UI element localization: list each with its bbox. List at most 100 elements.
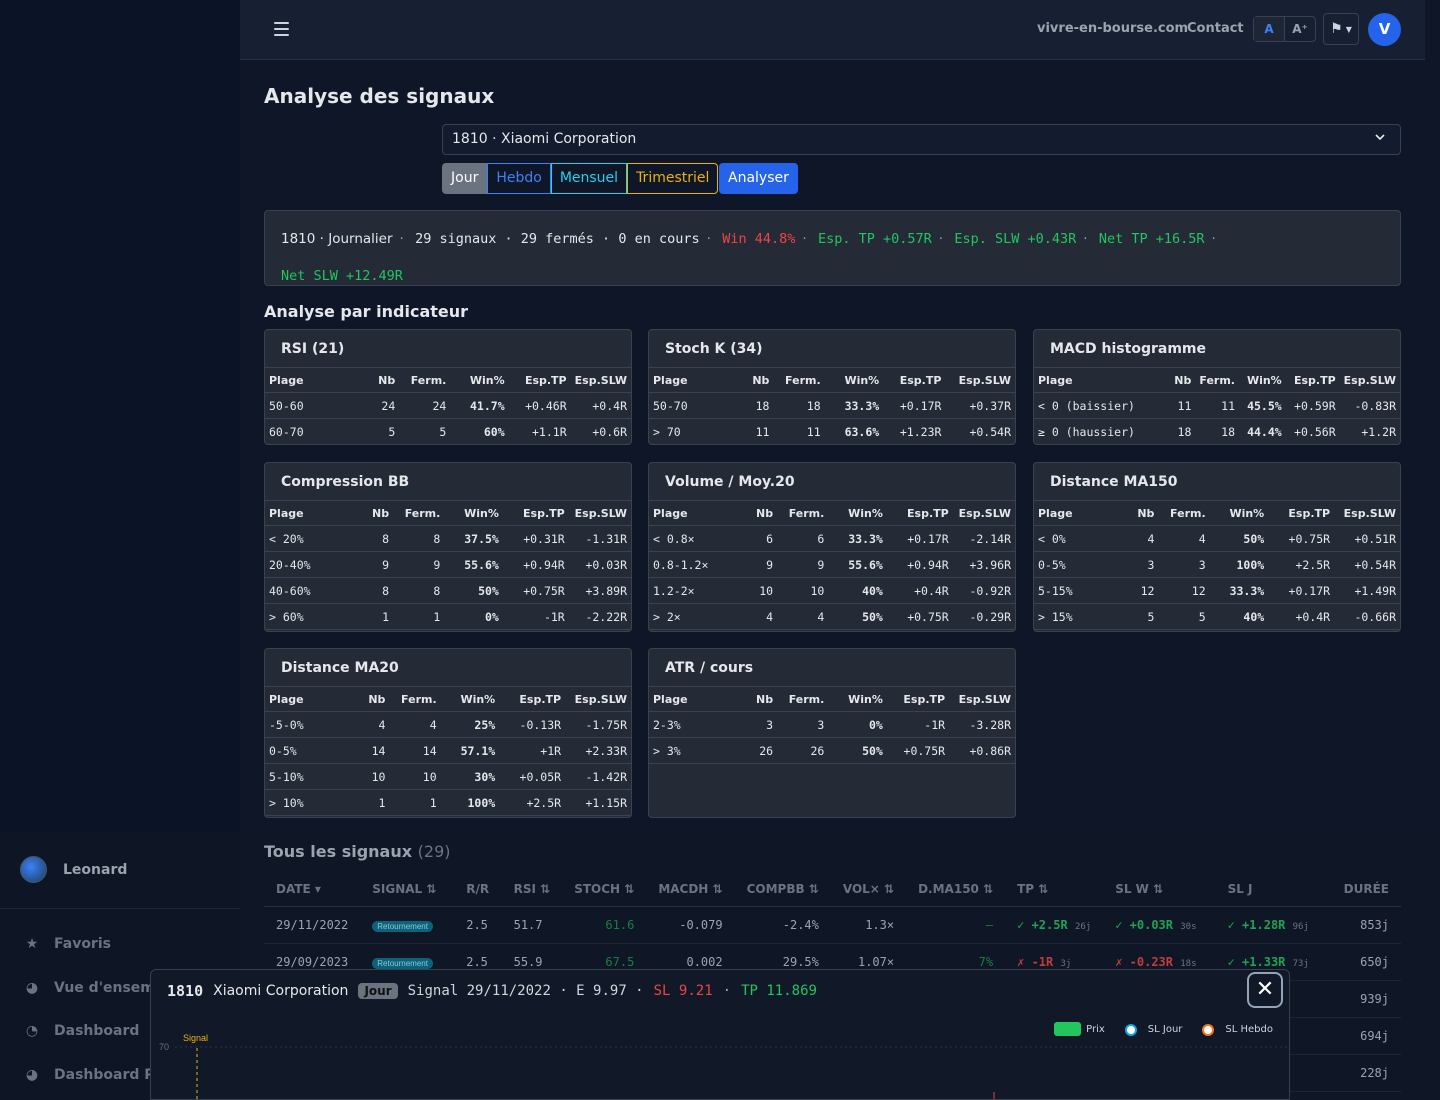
column-header[interactable]: R/R — [454, 872, 502, 907]
indicator-table: Plage Nb Ferm. Win% Esp.TP Esp.SLW < 0 (baiss… — [1034, 367, 1400, 444]
column-header: Esp.TP — [1268, 500, 1335, 526]
column-header[interactable]: D.MA150 ⇅ — [906, 872, 1006, 907]
site-link[interactable]: vivre-en-bourse.com — [1037, 21, 1189, 36]
cell-ferm: 5 — [1158, 603, 1210, 630]
cell-esp-slw: +3.96R — [952, 551, 1015, 578]
indicator-card: Stoch K (34) Plage Nb Ferm. Win% Esp.TP Esp.SL… — [648, 329, 1016, 445]
symbol-select-value: 1810 · Xiaomi Corporation — [452, 131, 637, 147]
table-row: 50-60 24 24 41.7% +0.46R +0.4R — [265, 392, 631, 419]
cell-esp-slw: +0.51R — [1334, 525, 1400, 552]
column-header[interactable]: TP ⇅ — [1005, 872, 1104, 907]
modal-header: 1810 Xiaomi Corporation Jour Signal 29/1… — [167, 982, 817, 1000]
column-header: Esp.SLW — [949, 686, 1015, 712]
cell-esp-slw: +1.49R — [1334, 577, 1400, 604]
tab-mensuel[interactable]: Mensuel — [550, 163, 628, 194]
sidebar-item-label: Dashboard Pro — [54, 1067, 172, 1083]
tab-jour[interactable]: Jour — [442, 163, 488, 194]
timeframe-badge: Jour — [358, 983, 398, 999]
language-dropdown[interactable]: ⚑ ▼ — [1323, 13, 1359, 45]
cell-ferm: 26 — [777, 737, 829, 764]
star-icon: ★ — [25, 936, 39, 952]
tab-trimestriel[interactable]: Trimestriel — [627, 163, 719, 194]
cell-plage: > 2× — [649, 603, 737, 630]
price-chart[interactable]: Signal 70 — [151, 1030, 1289, 1100]
legend-prix[interactable]: Prix — [1054, 1022, 1105, 1036]
analyse-button[interactable]: Analyser — [719, 163, 798, 194]
cell-win: 30% — [440, 763, 500, 790]
sidebar-item-favoris[interactable]: ★ Favoris — [24, 936, 111, 952]
cell-nb: 14 — [345, 737, 390, 764]
summary-counts: 29 signaux · 29 fermés · 0 en cours — [415, 231, 700, 247]
table-row: > 15% 5 5 40% +0.4R -0.66R — [1034, 603, 1400, 630]
cell-esp-tp: +1.23R — [883, 418, 946, 444]
gauge-icon: ◔ — [25, 1023, 39, 1039]
column-header: Ferm. — [777, 500, 829, 526]
sidebar-item-dashboard[interactable]: ◔ Dashboard — [24, 1023, 140, 1039]
cell-dma150: — — [906, 906, 1006, 944]
cell-nb: 11 — [1160, 392, 1196, 419]
column-header[interactable]: DURÉE — [1331, 872, 1401, 907]
sidebar-item-dashboard-pro[interactable]: ◕ Dashboard Pro — [24, 1067, 171, 1083]
column-header: Win% — [828, 500, 887, 526]
column-header: Plage — [265, 500, 353, 526]
cell-win: 44.4% — [1239, 418, 1286, 444]
sidebar-item-label: Favoris — [54, 936, 111, 952]
column-header[interactable]: SL J — [1215, 872, 1332, 907]
column-header: Nb — [352, 500, 394, 526]
sidebar-item-vue-ensemble[interactable]: ◕ Vue d'ensemble — [24, 980, 179, 996]
column-header[interactable]: COMPBB ⇅ — [734, 872, 831, 907]
summary-esp-tp: Esp. TP +0.57R — [817, 231, 932, 247]
cell-compbb: -2.4% — [734, 906, 831, 944]
column-header[interactable]: MACDH ⇅ — [646, 872, 735, 907]
legend-sl-hebdo[interactable]: SL Hebdo — [1196, 1023, 1273, 1036]
column-header: Esp.TP — [499, 686, 566, 712]
menu-icon[interactable] — [274, 22, 289, 36]
brand[interactable]: Leonard — [20, 856, 127, 883]
column-header: Nb — [352, 367, 400, 393]
column-header[interactable]: VOL× ⇅ — [830, 872, 907, 907]
signals-title: Tous les signaux (29) — [264, 842, 451, 861]
column-header[interactable]: SIGNAL ⇅ — [360, 872, 455, 907]
cell-ferm: 8 — [393, 525, 445, 552]
cell-nb: 8 — [352, 577, 394, 604]
avatar[interactable]: V — [1368, 13, 1401, 46]
font-large-button[interactable]: A⁺ — [1292, 22, 1308, 36]
table-row: < 0 (baissier) 11 11 45.5% +0.59R -0.83R — [1034, 392, 1400, 419]
cell-win: 40% — [1209, 603, 1269, 630]
cell-nb: 10 — [736, 577, 778, 604]
cell-slj: ✓ +1.33R — [1227, 954, 1286, 969]
cell-nb: 4 — [345, 711, 390, 738]
modal-name: Xiaomi Corporation — [213, 983, 349, 999]
cell-plage: > 70 — [649, 418, 730, 444]
cell-slw: ✓ +0.03R — [1115, 917, 1173, 932]
cell-ferm: 4 — [389, 711, 441, 738]
font-normal-button[interactable]: A — [1254, 17, 1285, 41]
close-button[interactable]: ✕ — [1247, 972, 1283, 1008]
cell-plage: < 0.8× — [649, 525, 737, 552]
column-header[interactable]: SL W ⇅ — [1103, 872, 1216, 907]
cell-esp-slw: -2.22R — [568, 603, 631, 630]
cell-nb: 3 — [733, 711, 778, 738]
symbol-select[interactable]: 1810 · Xiaomi Corporation — [442, 124, 1401, 155]
cell-plage: 60-70 — [265, 418, 353, 444]
column-header: Esp.SLW — [1334, 500, 1400, 526]
table-row[interactable]: 29/11/2022 Retournement 2.5 51.7 61.6 -0… — [264, 906, 1401, 944]
cell-esp-tp: +0.75R — [1268, 525, 1335, 552]
cell-ferm: 9 — [777, 551, 829, 578]
column-header[interactable]: STOCH ⇅ — [562, 872, 647, 907]
legend-sl-jour[interactable]: SL Jour — [1119, 1023, 1182, 1036]
column-header: Esp.SLW — [565, 686, 631, 712]
cell-date: 29/11/2022 — [264, 906, 361, 944]
flag-icon: ⚑ — [1330, 21, 1343, 37]
cell-nb: 8 — [352, 525, 394, 552]
contact-link[interactable]: Contact — [1187, 21, 1244, 36]
column-header[interactable]: RSI ⇅ — [501, 872, 563, 907]
column-header[interactable]: DATE ▾ — [264, 872, 361, 907]
cell-plage: < 0 (baissier) — [1034, 392, 1161, 419]
column-header: Ferm. — [1158, 500, 1210, 526]
table-row: 0.8-1.2× 9 9 55.6% +0.94R +3.96R — [649, 551, 1015, 578]
pie-chart-icon: ◕ — [25, 1067, 39, 1083]
cell-esp-tp: +0.56R — [1285, 418, 1340, 444]
column-header: Esp.TP — [1285, 367, 1340, 393]
tab-hebdo[interactable]: Hebdo — [487, 163, 551, 194]
